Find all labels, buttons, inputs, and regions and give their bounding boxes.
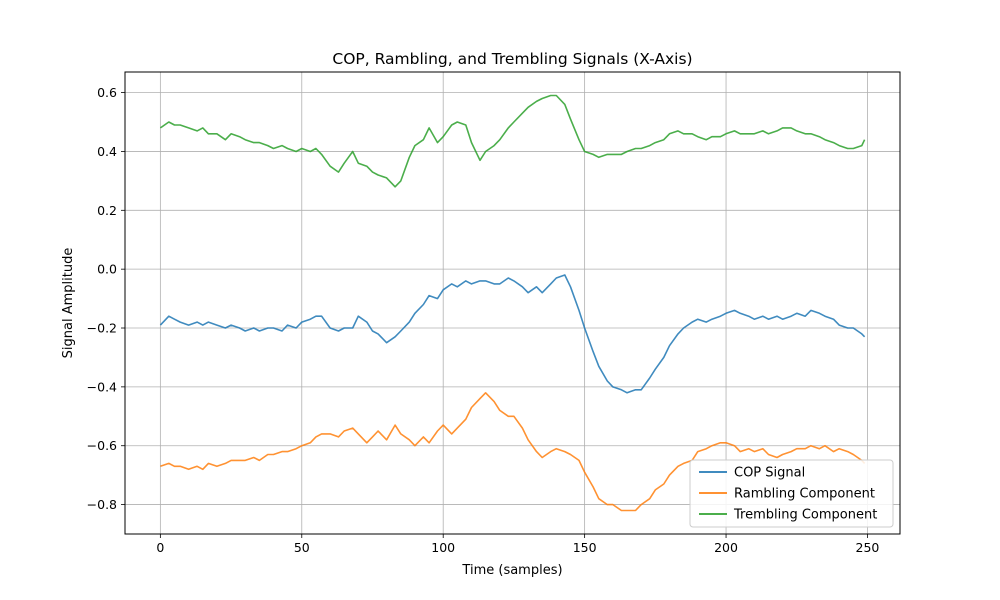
y-tick-label: 0.4 bbox=[97, 144, 117, 159]
x-tick-label: 150 bbox=[573, 540, 597, 555]
y-tick-label: 0.6 bbox=[97, 85, 117, 100]
legend-label-trembling-component: Trembling Component bbox=[733, 508, 877, 523]
grid bbox=[125, 72, 900, 534]
cop-signal-line bbox=[159, 274, 866, 394]
y-tick-label: −0.2 bbox=[87, 321, 117, 336]
chart-title: COP, Rambling, and Trembling Signals (X-… bbox=[332, 50, 692, 68]
axis-ticks: 0 50 100 150 200 250 −0.8 −0.6 −0.4 −0.2 0.0 0.2 0.4… bbox=[87, 85, 880, 555]
y-axis-label: Signal Amplitude bbox=[61, 248, 76, 359]
legend-box bbox=[689, 459, 894, 528]
plot-frame bbox=[124, 71, 901, 535]
legend: COP Signal Rambling Component Trembling … bbox=[689, 459, 894, 528]
x-tick-label: 0 bbox=[156, 540, 164, 555]
x-tick-label: 100 bbox=[431, 540, 455, 555]
x-tick-label: 50 bbox=[294, 540, 310, 555]
plot-lines bbox=[159, 94, 866, 512]
legend-label-rambling-component: Rambling Component bbox=[734, 487, 875, 502]
y-tick-label: 0.0 bbox=[97, 262, 117, 277]
y-tick-label: −0.6 bbox=[87, 438, 117, 453]
legend-label-cop-signal: COP Signal bbox=[734, 466, 805, 481]
x-tick-label: 200 bbox=[714, 540, 738, 555]
y-tick-label: −0.8 bbox=[87, 497, 117, 512]
rambling-component-line bbox=[160, 391, 866, 512]
y-tick-label: 0.2 bbox=[97, 203, 117, 218]
y-tick-label: −0.4 bbox=[87, 379, 117, 394]
trembling-component-line bbox=[159, 94, 866, 188]
x-tick-label: 250 bbox=[856, 540, 880, 555]
x-axis-label: Time (samples) bbox=[461, 563, 562, 578]
